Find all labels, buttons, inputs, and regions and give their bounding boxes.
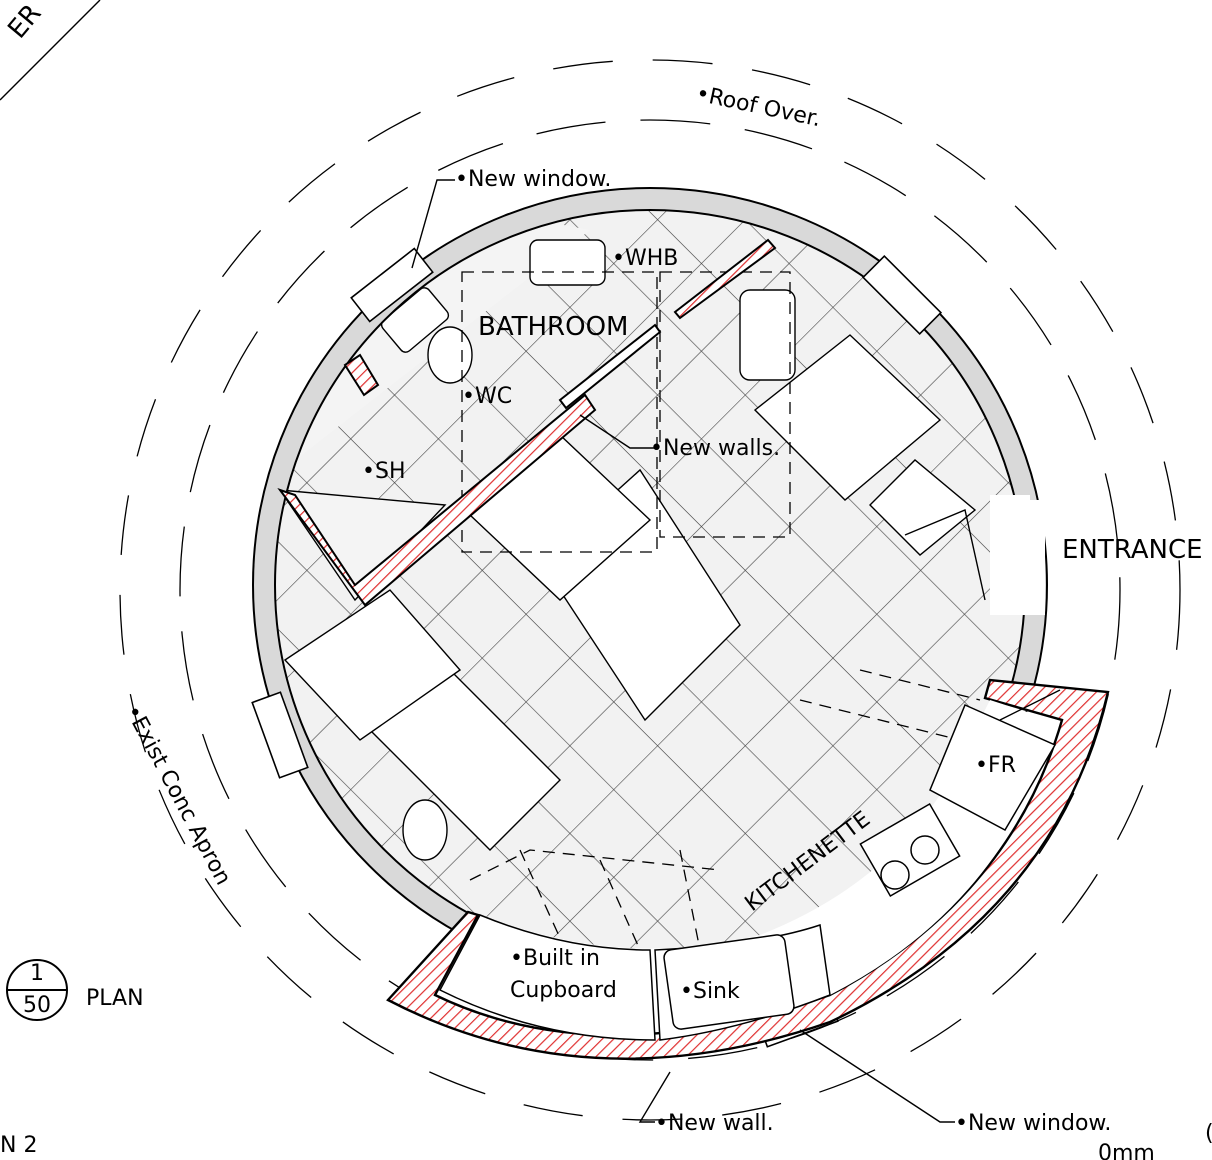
label-whb: •WHB xyxy=(612,246,678,271)
apron-outer xyxy=(119,59,1181,1121)
scale-bottom: 50 xyxy=(23,993,51,1018)
scale-top: 1 xyxy=(30,961,44,986)
label-window: •New window. xyxy=(455,167,611,192)
leaders xyxy=(0,0,1061,1123)
scale-unit: 0mm xyxy=(1098,1141,1155,1160)
label-new-wall: •New wall. xyxy=(655,1111,774,1136)
apron-inner xyxy=(179,119,1121,1061)
label-wc: •WC xyxy=(462,384,512,409)
label-cupboard: Cupboard xyxy=(510,978,617,1003)
label-shower: •SH xyxy=(362,459,405,484)
sheet-number: N 2 xyxy=(0,1133,37,1158)
kitchen-fittings xyxy=(438,704,1057,1041)
label-roof: •Roof Over. xyxy=(694,81,823,132)
plan-title: PLAN xyxy=(86,986,144,1011)
label-apron: •Exist Conc Apron xyxy=(120,701,236,889)
label-entrance: ENTRANCE xyxy=(1062,535,1203,565)
door xyxy=(904,509,986,601)
edge-text: ( xyxy=(1205,1121,1212,1146)
label-bathroom: BATHROOM xyxy=(478,312,628,342)
entrance-gap xyxy=(1005,500,1045,615)
label-fridge: •FR xyxy=(975,753,1016,778)
label-sink: •Sink xyxy=(680,979,740,1004)
label-new-walls: •New walls. xyxy=(650,436,780,461)
corner-text: ER xyxy=(2,0,47,44)
new-walls xyxy=(277,238,777,607)
label-cupboard: •Built in xyxy=(510,946,600,971)
label-new-window: •New window. xyxy=(955,1111,1111,1136)
